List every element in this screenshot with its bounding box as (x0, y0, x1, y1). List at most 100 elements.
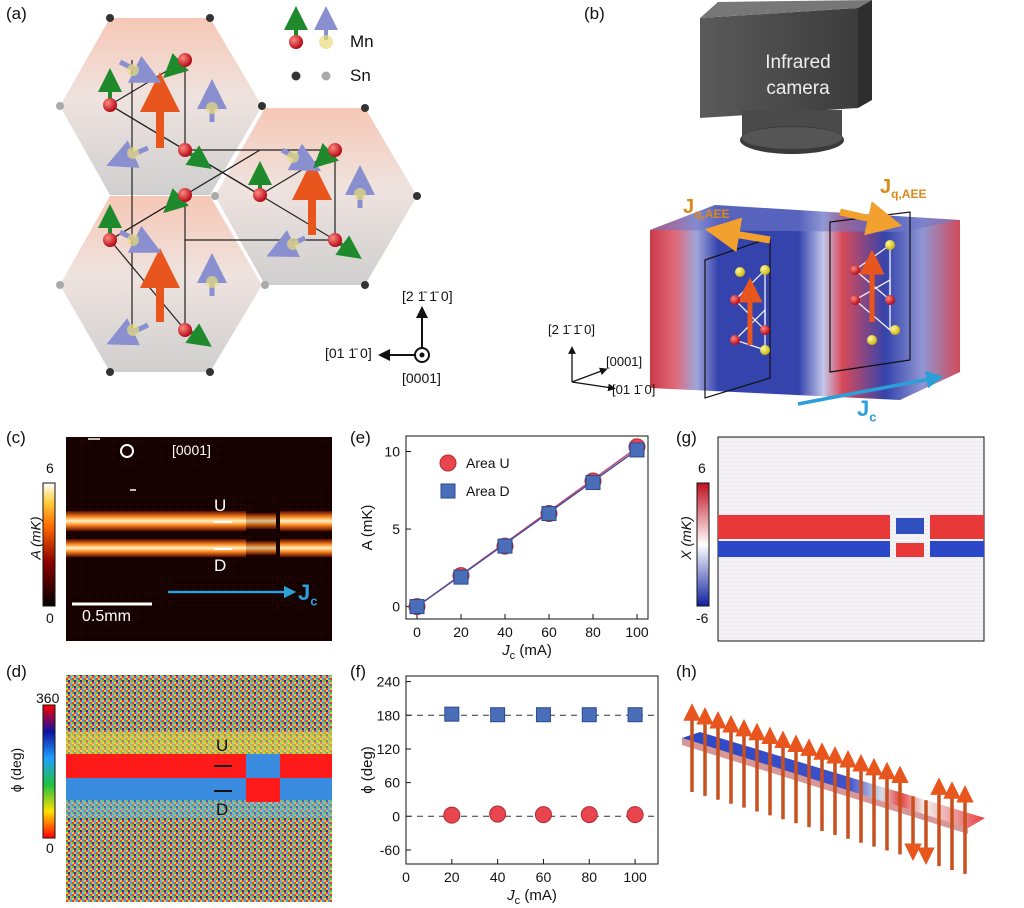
legend-sn-label: Sn (350, 66, 371, 85)
data-point-square (497, 538, 513, 554)
colorbar-c-max: 6 (46, 460, 54, 476)
jq-left-sub: q,AEE (694, 207, 730, 221)
label-u-d: U (216, 736, 229, 755)
jc-c-sub: c (310, 593, 318, 609)
x-tick-label: 20 (453, 624, 469, 640)
panel-label-a: (a) (6, 4, 27, 23)
data-point-square (629, 442, 645, 458)
data-point-circle (580, 806, 598, 824)
colorbar-c-label: A (mK) (27, 516, 44, 560)
jq-label-left: Jq,AEE (683, 196, 729, 221)
data-point-circle (489, 805, 507, 823)
camera-label-line1: Infrared (765, 52, 831, 73)
fit-line (416, 449, 638, 608)
x-tick-label: 40 (497, 624, 513, 640)
x-tick-label: 80 (581, 869, 597, 885)
x-tick-label: 60 (536, 869, 552, 885)
axis-b-up-label: [2 1̄ 1̄ 0] (548, 322, 595, 337)
panel-label-b: (b) (584, 4, 605, 23)
axis-b-a-label: [0001] (606, 354, 643, 369)
panel-label-e: (e) (350, 428, 371, 447)
axis-b-b-label: [01 1̄ 0] (612, 382, 656, 397)
y-tick-label: 60 (384, 775, 400, 791)
data-point-square (490, 707, 506, 723)
data-point-square (409, 599, 425, 615)
legend-label: Area D (466, 483, 510, 499)
plot-frame (405, 435, 649, 620)
legend-mn-label: Mn (350, 32, 374, 51)
y-tick-label: 0 (392, 599, 400, 615)
x-tick-label: 0 (402, 869, 410, 885)
data-point-square (541, 506, 557, 522)
data-point-square (444, 706, 460, 722)
axis-a-out-label: [0001] (402, 370, 441, 386)
x-tick-label: 40 (490, 869, 506, 885)
x-tick-label: 0 (413, 624, 421, 640)
plot-frame (405, 675, 659, 865)
colorbar-d-label: ϕ (deg) (8, 747, 25, 793)
panel-label-c: (c) (6, 428, 26, 447)
y-axis-label: ϕ (deg) (359, 746, 376, 794)
y-tick-label: 0 (392, 808, 400, 824)
data-point-square (585, 475, 601, 491)
legend-marker (439, 454, 457, 472)
x-axis-label: Jc (mA) (506, 887, 557, 907)
jq-right-sub: q,AEE (891, 187, 927, 201)
y-tick-label: 180 (377, 707, 401, 723)
data-point-circle (540, 505, 558, 523)
x-tick-label: 20 (444, 869, 460, 885)
colorbar-d-min: 0 (46, 840, 54, 856)
data-point-circle (534, 806, 552, 824)
label-d-d: D (216, 800, 229, 819)
y-tick-label: 120 (377, 741, 401, 757)
x-tick-label: 100 (625, 624, 649, 640)
label-d-c: D (214, 556, 227, 575)
x-tick-label: 80 (585, 624, 601, 640)
x-tick-label: 60 (541, 624, 557, 640)
axis-a-left-label: [01 1̄ 0] (325, 345, 372, 361)
data-point-square (627, 707, 643, 723)
data-point-square (535, 707, 551, 723)
panel-label-g: (g) (676, 428, 697, 447)
panel-label-f: (f) (350, 662, 367, 681)
data-point-circle (628, 438, 646, 456)
y-axis-label: A (mK) (359, 505, 376, 551)
jc-label-b: Jc (857, 396, 876, 424)
jq-right-main: J (880, 176, 892, 198)
legend-label: Area U (466, 455, 510, 471)
data-point-circle (496, 537, 514, 555)
jq-left-main: J (683, 196, 695, 218)
data-point-square (453, 569, 469, 585)
x-axis-label: Jc (mA) (501, 642, 552, 662)
scalebar-label: 0.5mm (82, 608, 131, 625)
jq-label-right: Jq,AEE (880, 176, 926, 201)
data-point-circle (584, 472, 602, 490)
panel-label-d: (d) (6, 662, 27, 681)
x-tick-label: 100 (623, 869, 647, 885)
colorbar-g-min: -6 (696, 610, 709, 626)
panel-label-h: (h) (676, 662, 697, 681)
data-point-circle (408, 598, 426, 616)
y-tick-label: 240 (377, 674, 401, 690)
colorbar-d-max: 360 (36, 690, 60, 706)
colorbar-c-min: 0 (46, 610, 54, 626)
jc-label-c: Jc (298, 580, 317, 608)
jc-b-main: J (857, 396, 870, 421)
data-point-circle (626, 806, 644, 824)
data-point-square (581, 707, 597, 723)
label-u-c: U (214, 496, 227, 515)
y-tick-label: 5 (392, 521, 400, 537)
hexagon-right (215, 108, 417, 285)
camera-label-line2: camera (766, 78, 830, 99)
data-point-circle (443, 806, 461, 824)
axis-a-up-label: [2 1̄ 1̄ 0] (402, 288, 453, 304)
direction-label-c: [0001] (172, 442, 211, 458)
colorbar-g-max: 6 (698, 460, 706, 476)
y-tick-label: 10 (384, 444, 400, 460)
camera-label: Infrared camera (758, 50, 838, 102)
